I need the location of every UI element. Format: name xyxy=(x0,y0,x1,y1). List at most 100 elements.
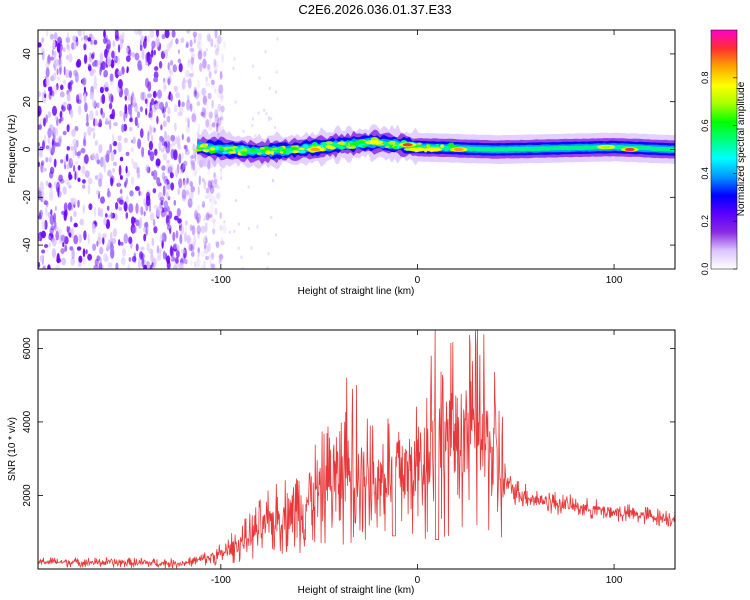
spectrogram-noise-cell xyxy=(104,117,109,125)
spectrogram-noise-cell xyxy=(52,72,57,81)
spectrogram-noise-cell xyxy=(214,48,219,56)
spectrogram-noise-cell xyxy=(94,258,99,267)
spectrogram-noise-cell xyxy=(48,235,51,240)
spectrogram-noise-cell xyxy=(104,213,108,218)
spectrogram-signal-cell xyxy=(241,152,248,157)
spectrogram-noise-cell xyxy=(219,94,224,100)
spectrogram-noise-cell xyxy=(192,31,198,38)
spectrogram-noise-cell xyxy=(153,148,158,156)
spectrogram-noise-cell xyxy=(178,153,182,165)
spectrogram-noise-cell xyxy=(208,111,213,119)
spectrogram-x-ticks: -100 0 100 xyxy=(211,30,623,286)
spectrogram-noise-cell xyxy=(240,255,243,259)
spectrogram-noise-cell xyxy=(84,38,87,45)
spectrogram-noise-cell xyxy=(91,99,97,108)
spectrogram-noise-cell xyxy=(69,246,73,251)
spectrogram-noise-cell xyxy=(53,32,58,40)
spectrogram-noise-cell xyxy=(119,199,124,205)
spectrogram-noise-cell xyxy=(108,119,112,130)
spectrogram-noise-cell xyxy=(198,47,202,55)
spectrogram-noise-cell xyxy=(64,244,68,252)
spectrogram-noise-cell xyxy=(93,81,98,90)
spectrogram-noise-cell xyxy=(59,50,62,58)
spectrogram-noise-cell xyxy=(83,86,86,93)
spectrogram-noise-cell xyxy=(218,253,224,260)
spectrogram-noise-cell xyxy=(59,91,65,98)
spectrogram-noise-cell xyxy=(99,246,104,255)
spectrogram-noise-cell xyxy=(164,180,168,191)
spectrogram-noise-cell xyxy=(114,68,120,79)
spectrogram-noise-cell xyxy=(128,49,132,57)
colorbar: 0.0 0.2 0.4 0.6 0.8 Normalized spectral ampl… xyxy=(700,29,747,275)
spectrogram-noise-cell xyxy=(38,233,41,242)
spectrogram-noise-cell xyxy=(275,70,278,74)
snr-y-ticks: 2000 4000 6000 xyxy=(22,337,675,507)
spectrogram-noise-cell xyxy=(176,137,180,143)
spectrogram-signal-cell xyxy=(232,146,238,149)
spectrogram-noise-cell xyxy=(95,110,99,116)
spectrogram-noise-cell xyxy=(135,203,139,214)
spectrogram-noise-cell xyxy=(194,91,200,100)
spectrogram-noise-cell xyxy=(47,111,52,118)
spectrogram-y-tick-label: 0 xyxy=(22,146,33,152)
spectrogram-noise-cell xyxy=(190,159,194,166)
spectrogram-noise-cell xyxy=(56,82,59,91)
spectrogram-noise-cell xyxy=(213,63,217,70)
spectrogram-noise-cell xyxy=(71,248,75,260)
spectrogram-noise-cell xyxy=(67,31,70,39)
spectrogram-noise-cell xyxy=(87,184,91,195)
spectrogram-noise-cell xyxy=(68,53,73,63)
spectrogram-noise-cell xyxy=(237,246,240,250)
spectrogram-noise-cell xyxy=(202,112,206,118)
spectrogram-noise-cell xyxy=(165,211,168,217)
spectrogram-noise-cell xyxy=(82,248,86,258)
snr-x-tick-label: -100 xyxy=(211,575,231,586)
spectrogram-noise-cell xyxy=(263,108,266,112)
spectrogram-noise-cell xyxy=(51,144,56,154)
spectrogram-noise-cell xyxy=(165,116,170,122)
spectrogram-noise-cell xyxy=(98,178,102,188)
spectrogram-noise-cell xyxy=(202,201,204,205)
spectrogram-noise-cell xyxy=(214,61,219,72)
spectrogram-noise-cell xyxy=(189,39,193,48)
spectrogram-noise-cell xyxy=(92,243,97,251)
spectrogram-noise-cell xyxy=(194,151,197,162)
spectrogram-noise-cell xyxy=(62,186,67,195)
spectrogram-noise-cell xyxy=(202,107,206,115)
spectrogram-noise-cell xyxy=(96,174,100,182)
spectrogram-noise-cell xyxy=(189,224,193,231)
spectrogram-noise-cell xyxy=(66,225,69,233)
spectrogram-noise-cell xyxy=(114,213,118,221)
spectrogram-noise-cell xyxy=(70,257,76,266)
spectrogram-noise-cell xyxy=(117,179,120,188)
spectrogram-noise-cell xyxy=(183,232,188,243)
spectrogram-noise-cell xyxy=(149,107,153,118)
spectrogram-noise-cell xyxy=(192,172,195,177)
colorbar-tick-label: 0.4 xyxy=(700,167,710,180)
spectrogram-noise-cell xyxy=(214,88,217,93)
spectrogram-noise-cell xyxy=(160,209,166,218)
spectrogram-noise-cell xyxy=(40,147,43,158)
spectrogram-noise-cell xyxy=(114,35,120,42)
spectrogram-noise-cell xyxy=(63,101,67,106)
spectrogram-noise-cell xyxy=(188,190,194,200)
spectrogram-noise-cell xyxy=(115,202,119,210)
spectrogram-noise-cell xyxy=(93,75,97,84)
spectrogram-noise-cell xyxy=(163,200,168,208)
spectrogram-noise-cell xyxy=(214,44,216,48)
spectrogram-noise-cell xyxy=(92,61,96,67)
spectrogram-noise-cell xyxy=(110,150,115,162)
spectrogram-noise-cell xyxy=(125,165,128,174)
spectrogram-signal-cell xyxy=(325,145,333,149)
spectrogram-noise-cell xyxy=(42,140,45,150)
spectrogram-noise-cell xyxy=(83,95,86,101)
spectrogram-noise-cell xyxy=(96,102,100,109)
spectrogram-noise-cell xyxy=(128,203,134,214)
spectrogram-noise-cell xyxy=(266,266,269,269)
spectrogram-noise-cell xyxy=(74,125,79,132)
spectrogram-noise-cell xyxy=(112,167,116,173)
spectrogram-noise-cell xyxy=(197,185,200,196)
spectrogram-noise-cell xyxy=(177,188,180,196)
spectrogram-noise-cell xyxy=(63,47,66,53)
spectrogram-noise-cell xyxy=(124,87,129,97)
